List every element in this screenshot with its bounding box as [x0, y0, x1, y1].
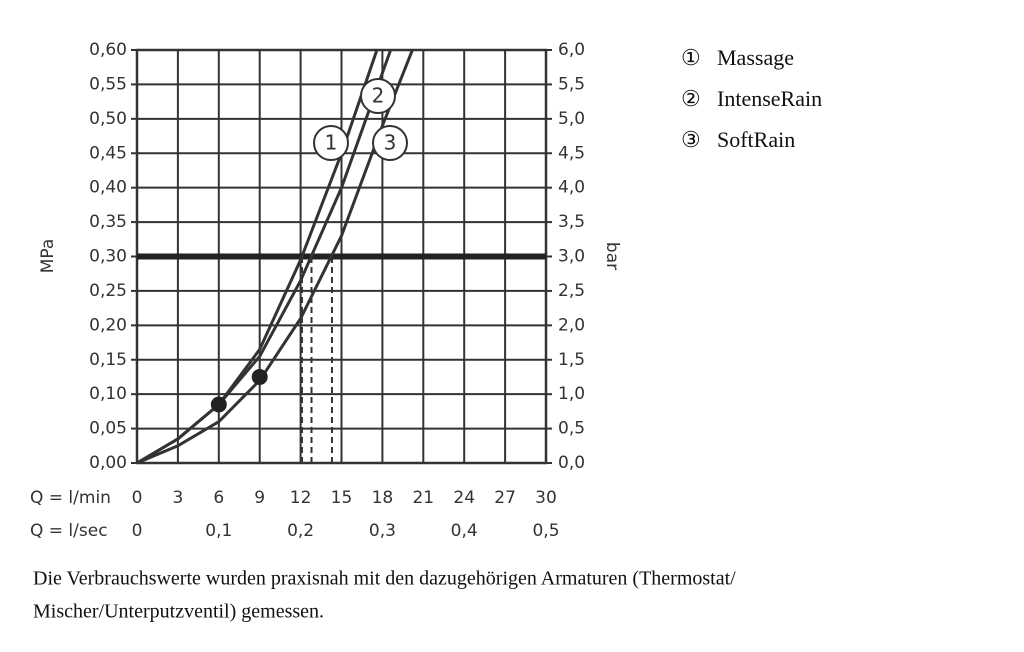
- curve: [136, 49, 393, 465]
- x-axis-label: Q = l/min: [30, 488, 111, 508]
- curve-label: 1: [325, 131, 338, 155]
- legend-symbol: ①: [681, 45, 701, 70]
- curve-label: 2: [372, 84, 385, 108]
- curve-label: 3: [384, 131, 397, 155]
- x2-tick-label: 0,2: [287, 521, 314, 541]
- curve-label-circle: [313, 125, 349, 161]
- x-tick-label: 0: [132, 488, 143, 508]
- y-tick-label: 0,35: [89, 212, 127, 232]
- y-tick-label: 0,10: [89, 384, 127, 404]
- y2-tick-label: 4,0: [558, 178, 585, 198]
- x-tick-label: 21: [412, 488, 434, 508]
- y2-tick-label: 5,0: [558, 109, 585, 129]
- y2-tick-label: 3,5: [558, 212, 585, 232]
- y-tick-label: 0,55: [89, 74, 127, 94]
- y2-tick-label: 2,0: [558, 315, 585, 335]
- legend-label: Massage: [717, 45, 794, 70]
- x2-tick-label: 0,3: [369, 521, 396, 541]
- y-tick-label: 0,00: [89, 453, 127, 473]
- x-tick-label: 9: [254, 488, 265, 508]
- y-tick-label: 0,25: [89, 281, 127, 301]
- x-tick-label: 30: [535, 488, 557, 508]
- x2-axis-label: Q = l/sec: [30, 521, 108, 541]
- x-tick-label: 6: [213, 488, 224, 508]
- y-tick-label: 0,30: [89, 247, 127, 267]
- x-tick-label: 12: [290, 488, 312, 508]
- footnote-line: Mischer/Unterputzventil) gemessen.: [33, 601, 324, 623]
- y-axis-label: MPa: [38, 239, 58, 274]
- y2-tick-label: 0,5: [558, 419, 585, 439]
- y-tick-label: 0,15: [89, 350, 127, 370]
- x2-tick-label: 0,1: [205, 521, 232, 541]
- x-tick-label: 3: [172, 488, 183, 508]
- marker-dot: [210, 396, 227, 413]
- y2-tick-label: 1,0: [558, 384, 585, 404]
- legend-label: IntenseRain: [717, 86, 822, 111]
- y2-tick-label: 1,5: [558, 350, 585, 370]
- x2-tick-label: 0: [132, 521, 143, 541]
- y-tick-label: 0,05: [89, 419, 127, 439]
- footnote-line: Die Verbrauchswerte wurden praxisnah mit…: [33, 568, 736, 590]
- y-tick-label: 0,60: [89, 40, 127, 60]
- x-tick-label: 18: [372, 488, 394, 508]
- y2-tick-label: 6,0: [558, 40, 585, 60]
- legend-label: SoftRain: [717, 127, 795, 152]
- y2-tick-label: 2,5: [558, 281, 585, 301]
- x2-tick-label: 0,4: [451, 521, 478, 541]
- y-tick-label: 0,40: [89, 178, 127, 198]
- y2-axis-label: bar: [602, 242, 622, 270]
- y-tick-label: 0,45: [89, 143, 127, 163]
- y2-tick-label: 4,5: [558, 143, 585, 163]
- x2-tick-label: 0,5: [532, 521, 559, 541]
- curve-label-circle: [372, 125, 408, 161]
- y2-tick-label: 0,0: [558, 453, 585, 473]
- y-tick-label: 0,50: [89, 109, 127, 129]
- legend-symbol: ②: [681, 86, 701, 111]
- curve-label-circle: [360, 78, 396, 114]
- y2-tick-label: 3,0: [558, 247, 585, 267]
- legend-symbol: ③: [681, 127, 701, 152]
- x-tick-label: 27: [494, 488, 516, 508]
- y2-tick-label: 5,5: [558, 74, 585, 94]
- x-tick-label: 24: [453, 488, 475, 508]
- x-tick-label: 15: [331, 488, 353, 508]
- marker-dot: [251, 368, 268, 385]
- y-tick-label: 0,20: [89, 315, 127, 335]
